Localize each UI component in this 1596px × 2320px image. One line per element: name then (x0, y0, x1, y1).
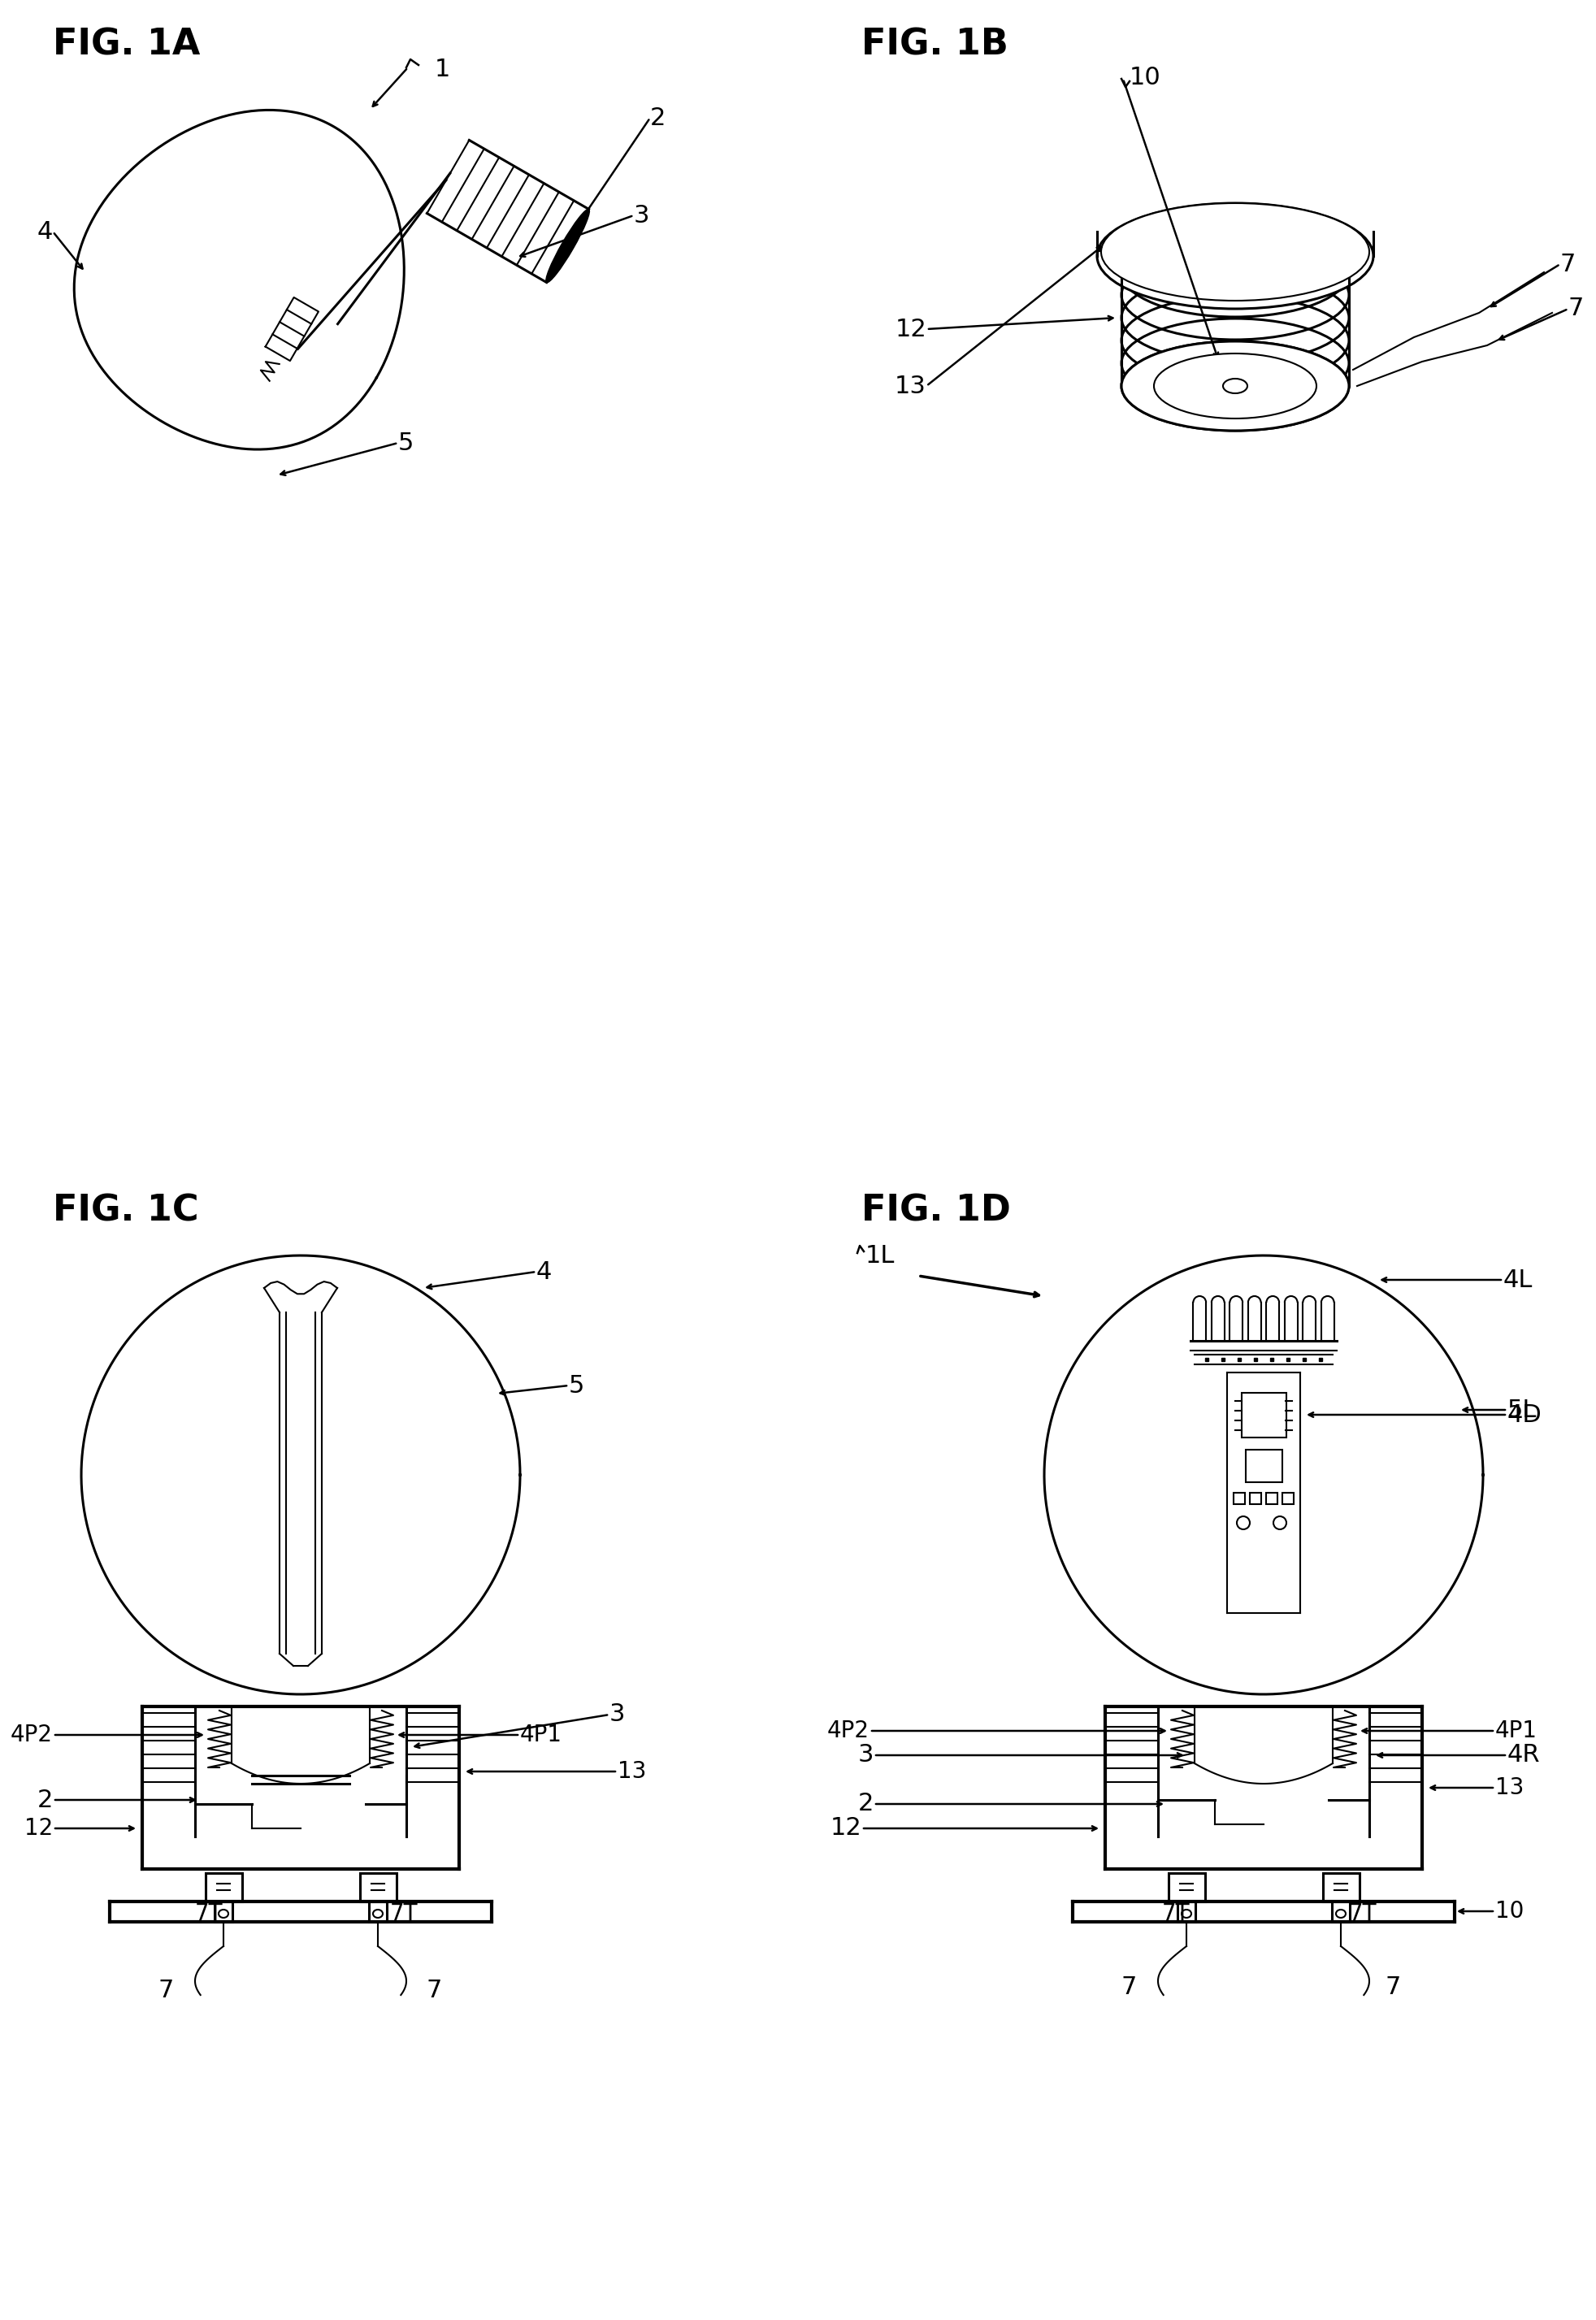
Text: 2: 2 (37, 1789, 53, 1812)
Bar (1168, 1872, 1205, 1902)
Text: 12: 12 (830, 1817, 862, 1840)
Ellipse shape (1122, 341, 1349, 432)
Text: FIG. 1B: FIG. 1B (862, 28, 1009, 63)
Text: 4R: 4R (1508, 1742, 1540, 1768)
Bar (1234, 1492, 1245, 1503)
Text: 12: 12 (895, 318, 926, 341)
Bar (1246, 1450, 1282, 1482)
Text: 7: 7 (1122, 1974, 1138, 1998)
Bar (1242, 1392, 1286, 1438)
Text: 7: 7 (426, 1979, 442, 2002)
Text: 4P1: 4P1 (520, 1724, 562, 1747)
Bar (206, 1872, 243, 1902)
Text: FIG. 1A: FIG. 1A (53, 28, 200, 63)
Bar (361, 1872, 396, 1902)
Text: 7: 7 (1385, 1974, 1401, 1998)
Ellipse shape (1154, 353, 1317, 418)
Text: 5: 5 (568, 1373, 584, 1397)
Text: 2: 2 (650, 107, 666, 130)
Ellipse shape (1096, 204, 1373, 309)
Text: 7T: 7T (1162, 1902, 1191, 1926)
Text: 13: 13 (1495, 1777, 1524, 1798)
Text: 3: 3 (857, 1742, 873, 1768)
Text: 10: 10 (1495, 1900, 1524, 1923)
Text: 5: 5 (397, 432, 413, 455)
Ellipse shape (1223, 378, 1248, 394)
Text: 4: 4 (536, 1260, 552, 1283)
Text: 4P1: 4P1 (1495, 1719, 1537, 1742)
Bar (1282, 1492, 1294, 1503)
Text: 13: 13 (895, 374, 926, 397)
Text: 7: 7 (1561, 253, 1575, 276)
Text: 3: 3 (634, 204, 650, 227)
Text: 4P2: 4P2 (11, 1724, 53, 1747)
Text: 7: 7 (1569, 297, 1585, 320)
Ellipse shape (1101, 204, 1369, 302)
Text: 4L: 4L (1503, 1269, 1532, 1292)
Bar (1323, 1872, 1360, 1902)
Bar (1333, 1902, 1350, 1921)
Text: 1L: 1L (865, 1244, 895, 1267)
Text: 13: 13 (618, 1761, 646, 1782)
Bar (214, 1902, 233, 1921)
Text: 7: 7 (158, 1979, 174, 2002)
Ellipse shape (546, 209, 589, 283)
Text: 4D: 4D (1508, 1404, 1542, 1427)
Text: 7T: 7T (195, 1902, 223, 1926)
Bar (1250, 1492, 1261, 1503)
Text: 7T: 7T (389, 1902, 418, 1926)
Text: 3: 3 (610, 1703, 626, 1726)
Bar (1178, 1902, 1195, 1921)
Text: 4P2: 4P2 (827, 1719, 870, 1742)
Text: FIG. 1C: FIG. 1C (53, 1192, 200, 1227)
Text: 7T: 7T (1349, 1902, 1377, 1926)
Circle shape (1237, 1517, 1250, 1529)
Text: 10: 10 (1130, 65, 1160, 88)
Text: FIG. 1D: FIG. 1D (862, 1192, 1010, 1227)
Bar (1266, 1492, 1277, 1503)
Circle shape (1274, 1517, 1286, 1529)
Text: 1: 1 (434, 58, 450, 81)
Bar (369, 1902, 386, 1921)
Text: 5L: 5L (1508, 1399, 1537, 1422)
Text: 12: 12 (24, 1817, 53, 1840)
Text: 4: 4 (37, 220, 53, 244)
Text: 2: 2 (857, 1793, 873, 1817)
